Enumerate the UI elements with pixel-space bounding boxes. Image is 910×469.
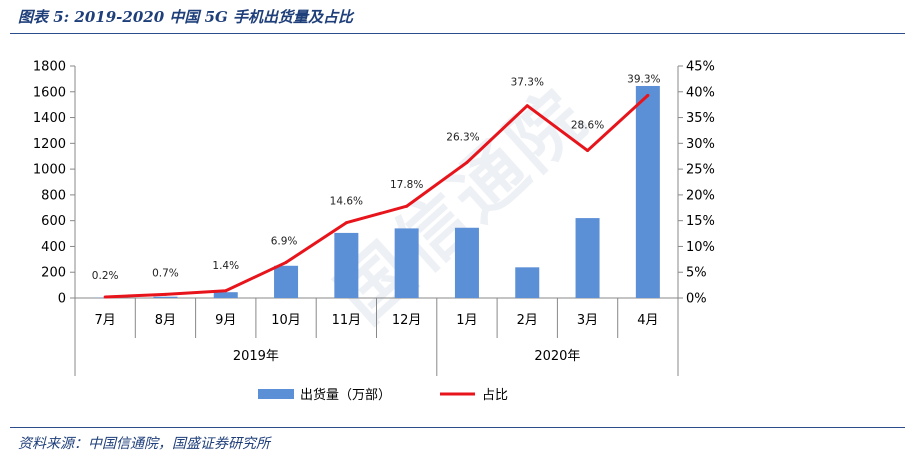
y-right-tick-label: 25% bbox=[686, 163, 715, 178]
y-right-tick-label: 15% bbox=[686, 214, 715, 229]
line-point bbox=[465, 160, 469, 164]
x-group-label: 2019年 bbox=[233, 349, 279, 364]
line-point bbox=[163, 292, 167, 296]
x-tick-label: 9月 bbox=[215, 313, 236, 328]
y-left-tick-label: 1200 bbox=[33, 137, 66, 152]
y-left-tick-label: 1600 bbox=[33, 85, 66, 100]
y-left-tick-label: 0 bbox=[58, 292, 66, 307]
x-tick-label: 10月 bbox=[271, 313, 301, 328]
x-tick-label: 2月 bbox=[517, 313, 538, 328]
line-point bbox=[103, 295, 107, 299]
figure-source: 资料来源：中国信通院，国盛证券研究所 bbox=[18, 436, 270, 452]
y-left-tick-label: 200 bbox=[41, 266, 66, 281]
line-point bbox=[586, 149, 590, 153]
x-tick-label: 3月 bbox=[577, 313, 598, 328]
x-tick-label: 7月 bbox=[95, 313, 116, 328]
bar bbox=[575, 218, 600, 298]
bar bbox=[274, 265, 299, 298]
line-data-label: 28.6% bbox=[571, 120, 604, 132]
line-data-label: 37.3% bbox=[511, 77, 544, 89]
line-data-label: 17.8% bbox=[390, 179, 423, 191]
x-tick-label: 4月 bbox=[637, 313, 658, 328]
line-point bbox=[224, 289, 228, 293]
legend-bar-label: 出货量（万部） bbox=[300, 387, 391, 403]
y-left-tick-label: 600 bbox=[41, 214, 66, 229]
y-left-tick-label: 1400 bbox=[33, 111, 66, 126]
y-left-tick-label: 400 bbox=[41, 240, 66, 255]
line-data-label: 26.3% bbox=[446, 131, 479, 143]
x-tick-label: 11月 bbox=[332, 313, 362, 328]
bar bbox=[635, 85, 660, 298]
y-right-tick-label: 5% bbox=[686, 266, 707, 281]
y-left-tick-label: 1800 bbox=[33, 60, 66, 75]
legend-bar-swatch bbox=[258, 389, 294, 399]
figure-title: 图表 5: 2019-2020 中国 5G 手机出货量及占比 bbox=[18, 8, 354, 26]
y-left-tick-label: 800 bbox=[41, 188, 66, 203]
bar bbox=[213, 292, 238, 298]
line-data-label: 14.6% bbox=[330, 196, 363, 208]
line-data-label: 6.9% bbox=[271, 235, 298, 247]
y-right-tick-label: 0% bbox=[686, 292, 707, 307]
title-divider bbox=[10, 33, 905, 34]
y-right-tick-label: 35% bbox=[686, 111, 715, 126]
y-right-tick-label: 40% bbox=[686, 85, 715, 100]
line-data-label: 0.7% bbox=[152, 267, 179, 279]
line-point bbox=[405, 204, 409, 208]
x-tick-label: 12月 bbox=[392, 313, 422, 328]
bar bbox=[394, 228, 419, 298]
bar bbox=[454, 227, 479, 298]
x-tick-label: 8月 bbox=[155, 313, 176, 328]
y-right-tick-label: 45% bbox=[686, 60, 715, 75]
chart: 0 200 400 600 800 1000 1200 1400 1600 1800 0% 5% 10%… bbox=[33, 60, 715, 404]
line-point bbox=[344, 221, 348, 225]
legend-line-label: 占比 bbox=[482, 388, 508, 403]
line-data-label: 39.3% bbox=[627, 73, 660, 85]
x-tick-label: 1月 bbox=[456, 313, 477, 328]
y-right-tick-label: 30% bbox=[686, 137, 715, 152]
y-left-tick-label: 1000 bbox=[33, 163, 66, 178]
line-point bbox=[646, 93, 650, 97]
y-right-tick-label: 10% bbox=[686, 240, 715, 255]
line-data-label: 0.2% bbox=[92, 270, 119, 282]
x-group-label: 2020年 bbox=[534, 349, 580, 364]
bar bbox=[153, 296, 178, 298]
share-line bbox=[105, 94, 649, 299]
bar bbox=[515, 267, 540, 298]
line-data-label: 1.4% bbox=[212, 260, 239, 272]
y-right-tick-label: 20% bbox=[686, 188, 715, 203]
bar bbox=[334, 232, 359, 298]
line-point bbox=[525, 104, 529, 108]
source-divider bbox=[10, 427, 905, 428]
line-point bbox=[284, 260, 288, 264]
